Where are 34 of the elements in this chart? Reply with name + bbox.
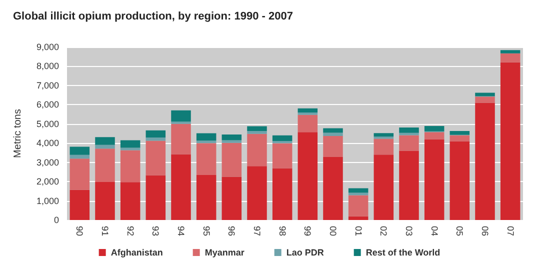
x-tick-label: 04 [429,226,440,236]
y-tick-label: 2,000 [36,176,59,187]
x-tick-label: 06 [480,226,490,236]
x-tick-label: 01 [353,226,364,236]
y-tick-label: 5,000 [36,118,59,129]
y-tick-label: 6,000 [36,100,59,110]
x-tick-label: 05 [454,226,465,236]
x-tick-label: 95 [201,226,212,236]
x-tick-label: 03 [404,226,414,236]
x-tick-label: 97 [252,226,262,236]
x-tick-label: 90 [74,226,85,236]
chart-title: Global illicit opium production, by region: 1990 - 2007 [13,10,293,22]
x-tick-label: 99 [302,226,313,236]
y-tick-label: 8,000 [36,61,59,72]
x-tick-label: 91 [100,226,110,236]
x-tick-label: 96 [226,226,237,236]
x-tick-label: 98 [277,226,288,236]
x-tick-label: 93 [150,226,161,236]
y-tick-label: 4,000 [36,138,59,148]
legend-label: Myanmar [204,248,245,258]
y-tick-label: 9,000 [36,42,59,52]
y-tick-label: 3,000 [36,157,59,168]
x-tick-label: 92 [125,226,136,236]
legend-label: Afghanistan [110,248,163,258]
y-tick-label: 0 [54,215,59,225]
x-tick-label: 02 [378,226,389,236]
legend-label: Rest of the World [366,248,440,258]
y-axis-title: Metric tons [12,109,24,158]
y-tick-label: 1,000 [36,196,59,206]
legend-label: Lao PDR [286,248,324,258]
x-tick-label: 00 [328,226,338,236]
x-tick-label: 94 [176,226,186,236]
y-tick-label: 7,000 [36,80,59,90]
x-tick-label: 07 [505,226,516,236]
